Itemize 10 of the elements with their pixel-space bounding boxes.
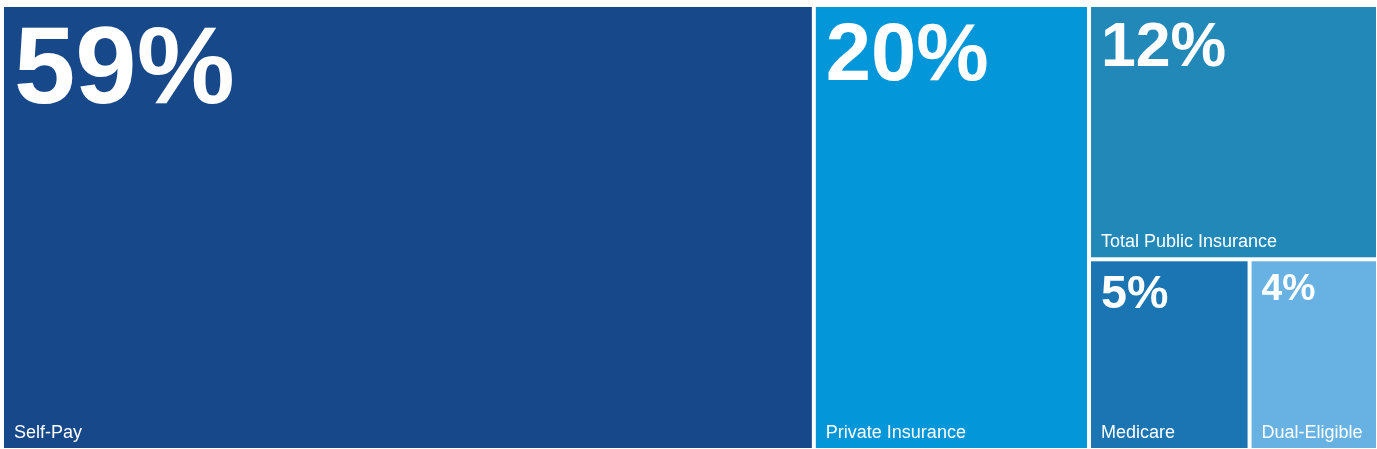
data-label: 4% bbox=[1261, 266, 1316, 309]
category-label: Private Insurance bbox=[825, 422, 966, 442]
category-label: Medicare bbox=[1101, 422, 1176, 442]
category-label: Dual-Eligible bbox=[1261, 422, 1363, 442]
category-label: Total Public Insurance bbox=[1101, 231, 1278, 252]
category-label: Self-Pay bbox=[14, 422, 83, 442]
data-label: 59% bbox=[14, 3, 235, 126]
data-label: 5% bbox=[1101, 265, 1169, 318]
data-label: 20% bbox=[825, 6, 989, 98]
data-label: 12% bbox=[1101, 8, 1227, 79]
